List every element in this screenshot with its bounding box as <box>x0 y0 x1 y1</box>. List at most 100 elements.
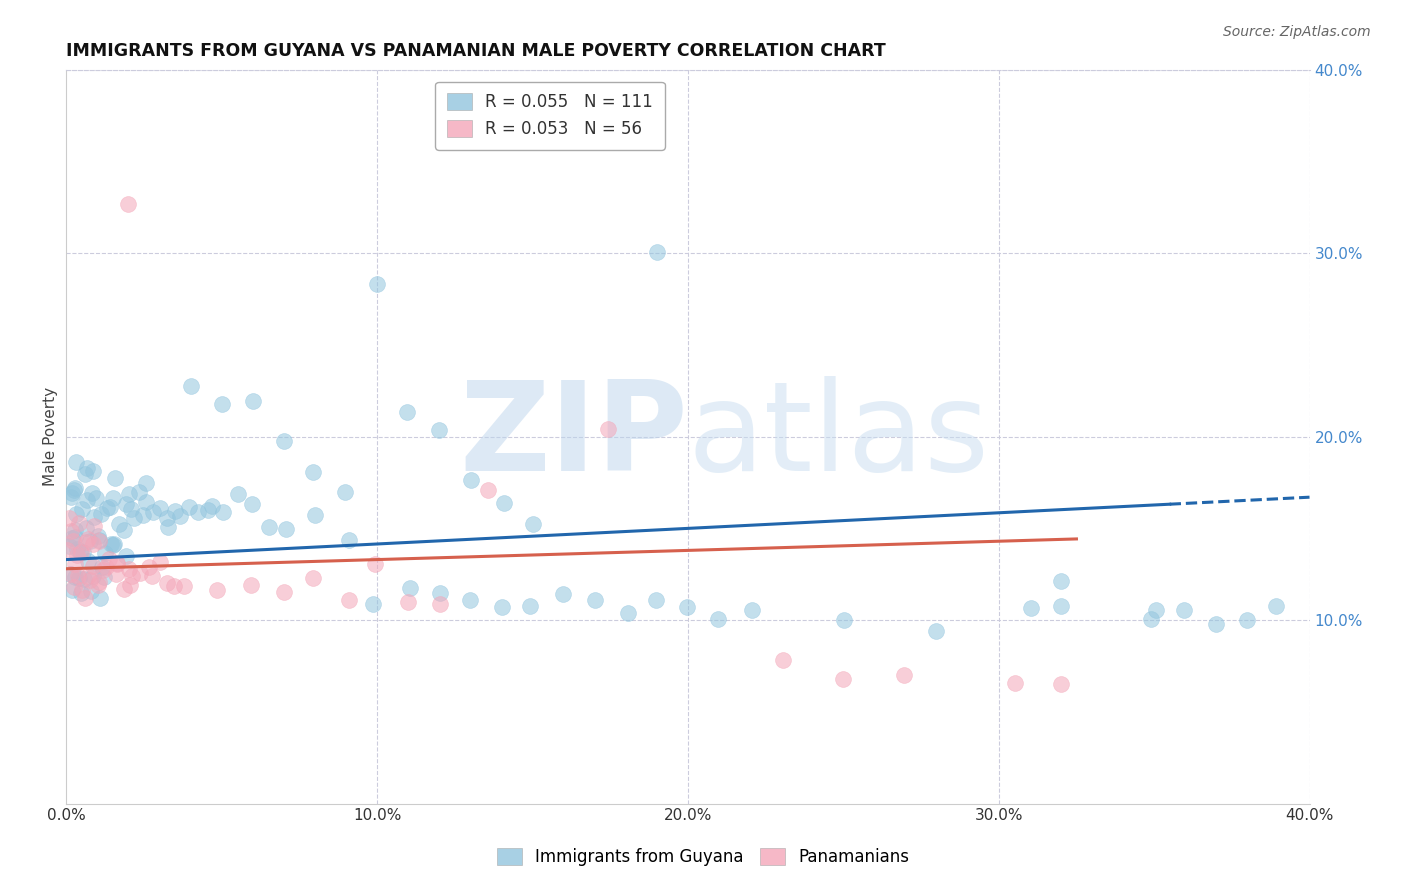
Point <box>76 493 98 508</box>
Point <box>83 518 105 533</box>
Point <box>201 499 224 513</box>
Point <box>98 500 121 514</box>
Point <box>519 599 541 613</box>
Point <box>477 483 499 498</box>
Point <box>156 511 179 525</box>
Point <box>118 486 141 500</box>
Point <box>80 486 103 500</box>
Point <box>60 486 83 500</box>
Point <box>65 507 87 521</box>
Point <box>56 543 79 558</box>
Point <box>59 524 82 538</box>
Point <box>427 423 450 437</box>
Point <box>100 536 122 550</box>
Point <box>63 580 86 594</box>
Point <box>87 578 110 592</box>
Point <box>107 516 129 531</box>
Point <box>458 593 481 607</box>
Point <box>925 624 948 638</box>
Point <box>1205 616 1227 631</box>
Point <box>103 537 125 551</box>
Point <box>131 508 153 523</box>
Point <box>173 579 195 593</box>
Point <box>60 531 83 545</box>
Point <box>67 516 90 530</box>
Point <box>82 569 104 583</box>
Point <box>59 490 82 504</box>
Point <box>460 474 482 488</box>
Point <box>65 455 87 469</box>
Point <box>361 598 384 612</box>
Point <box>429 597 451 611</box>
Point <box>675 600 697 615</box>
Point <box>141 569 163 583</box>
Point <box>337 533 360 547</box>
Point <box>63 483 86 498</box>
Point <box>79 533 101 548</box>
Point <box>157 519 180 533</box>
Point <box>832 672 855 686</box>
Point <box>707 612 730 626</box>
Point <box>128 485 150 500</box>
Point <box>86 529 108 543</box>
Point <box>135 495 157 509</box>
Point <box>302 465 325 479</box>
Point <box>491 599 513 614</box>
Point <box>494 496 516 510</box>
Point <box>396 405 419 419</box>
Point <box>741 602 763 616</box>
Y-axis label: Male Poverty: Male Poverty <box>44 387 58 486</box>
Point <box>1050 599 1073 613</box>
Point <box>63 481 86 495</box>
Point <box>105 556 128 570</box>
Point <box>101 538 124 552</box>
Point <box>112 582 135 596</box>
Point <box>70 545 93 559</box>
Point <box>87 533 110 548</box>
Point <box>87 533 110 547</box>
Point <box>82 559 104 574</box>
Point <box>62 534 84 549</box>
Point <box>63 523 86 537</box>
Point <box>583 592 606 607</box>
Point <box>58 511 80 525</box>
Point <box>112 523 135 537</box>
Point <box>75 521 97 535</box>
Point <box>240 577 263 591</box>
Point <box>149 555 172 569</box>
Point <box>90 508 112 522</box>
Point <box>70 585 93 599</box>
Point <box>1265 599 1288 614</box>
Point <box>429 586 451 600</box>
Point <box>242 394 264 409</box>
Point <box>79 573 101 587</box>
Point <box>138 559 160 574</box>
Point <box>772 653 794 667</box>
Point <box>226 487 249 501</box>
Point <box>396 595 419 609</box>
Point <box>120 501 142 516</box>
Point <box>240 497 263 511</box>
Point <box>76 461 98 475</box>
Point <box>73 467 96 481</box>
Point <box>115 549 138 563</box>
Point <box>87 574 110 589</box>
Text: IMMIGRANTS FROM GUYANA VS PANAMANIAN MALE POVERTY CORRELATION CHART: IMMIGRANTS FROM GUYANA VS PANAMANIAN MAL… <box>66 42 886 60</box>
Point <box>60 582 83 597</box>
Point <box>121 569 143 583</box>
Point <box>66 549 89 563</box>
Text: Source: ZipAtlas.com: Source: ZipAtlas.com <box>1223 25 1371 39</box>
Point <box>122 510 145 524</box>
Point <box>58 539 80 553</box>
Point <box>135 476 157 491</box>
Point <box>1050 676 1073 690</box>
Point <box>163 579 186 593</box>
Point <box>197 503 219 517</box>
Point <box>276 522 298 536</box>
Point <box>617 606 640 620</box>
Point <box>212 506 235 520</box>
Text: atlas: atlas <box>688 376 990 497</box>
Point <box>273 434 295 448</box>
Point <box>187 505 209 519</box>
Point <box>70 582 93 597</box>
